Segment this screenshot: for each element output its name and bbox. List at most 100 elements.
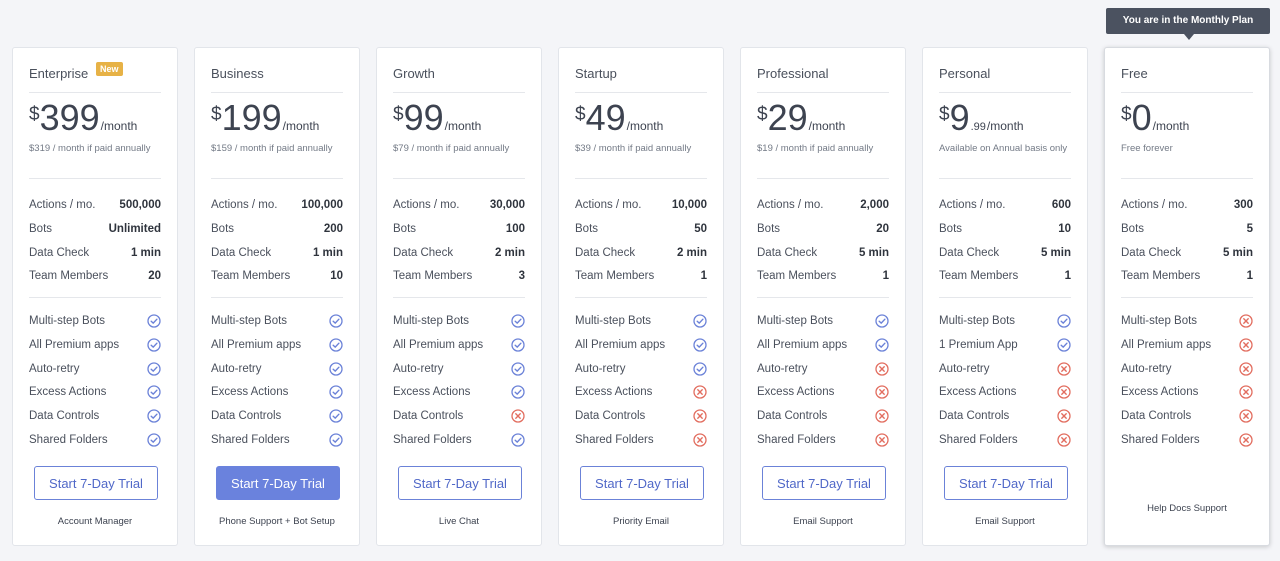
feature-label: Multi-step Bots	[575, 315, 652, 327]
support-level: Help Docs Support	[1147, 503, 1227, 514]
support-level: Account Manager	[57, 516, 133, 527]
feature-row: Multi-step Bots	[393, 313, 525, 329]
divider	[29, 92, 161, 93]
stat-row-actions: Actions / mo. 30,000	[393, 197, 525, 213]
start-trial-button[interactable]: Start 7-Day Trial	[34, 466, 158, 500]
check-circle-icon	[693, 362, 707, 376]
price-note: Free forever	[1121, 143, 1173, 154]
check-circle-icon	[511, 385, 525, 399]
feature-label: Auto-retry	[393, 363, 444, 375]
divider	[211, 92, 343, 93]
price-note: $79 / month if paid annually	[393, 143, 510, 154]
feature-label: Auto-retry	[757, 363, 808, 375]
x-circle-icon	[1057, 409, 1071, 423]
start-trial-button[interactable]: Start 7-Day Trial	[762, 466, 886, 500]
feature-label: Auto-retry	[211, 363, 262, 375]
currency-symbol: $	[1121, 104, 1132, 125]
stat-row-actions: Actions / mo. 500,000	[29, 197, 161, 213]
x-circle-icon	[1239, 409, 1253, 423]
feature-label: Multi-step Bots	[757, 315, 834, 327]
check-circle-icon	[147, 314, 161, 328]
price-amount: 49	[585, 97, 626, 138]
stat-value: 200	[323, 223, 343, 235]
stat-row-bots: Bots Unlimited	[29, 221, 161, 237]
feature-label: Data Controls	[757, 410, 828, 422]
feature-label: All Premium apps	[575, 339, 666, 351]
divider	[757, 92, 889, 93]
x-circle-icon	[1057, 362, 1071, 376]
stat-label: Team Members	[1121, 270, 1201, 282]
stat-value: 50	[694, 223, 707, 235]
stat-label: Actions / mo.	[575, 199, 642, 211]
start-trial-button[interactable]: Start 7-Day Trial	[398, 466, 522, 500]
stat-label: Team Members	[757, 270, 837, 282]
price-period: /month	[444, 119, 482, 133]
check-circle-icon	[147, 362, 161, 376]
price-note: Available on Annual basis only	[939, 143, 1068, 154]
plan-price: $199/month	[211, 98, 319, 138]
stat-value: 100,000	[301, 199, 343, 211]
x-circle-icon	[1239, 385, 1253, 399]
start-trial-button[interactable]: Start 7-Day Trial	[944, 466, 1068, 500]
check-circle-icon	[147, 385, 161, 399]
stat-label: Actions / mo.	[1121, 199, 1188, 211]
stat-row-team: Team Members 1	[939, 268, 1071, 284]
feature-row: Data Controls	[211, 408, 343, 424]
plan-card-professional: Professional $29/month $19 / month if paid…	[740, 47, 906, 546]
feature-row: All Premium apps	[1121, 337, 1253, 353]
feature-label: Data Controls	[211, 410, 282, 422]
feature-label: Excess Actions	[575, 386, 653, 398]
feature-label: 1 Premium App	[939, 339, 1018, 351]
feature-row: Auto-retry	[211, 361, 343, 377]
x-circle-icon	[1239, 314, 1253, 328]
stat-row-bots: Bots 10	[939, 221, 1071, 237]
feature-row: Shared Folders	[575, 432, 707, 448]
x-circle-icon	[875, 433, 889, 447]
stat-value: 5 min	[858, 247, 889, 259]
x-circle-icon	[693, 409, 707, 423]
divider	[939, 178, 1071, 179]
feature-row: Auto-retry	[757, 361, 889, 377]
stat-row-bots: Bots 20	[757, 221, 889, 237]
check-circle-icon	[875, 314, 889, 328]
start-trial-button[interactable]: Start 7-Day Trial	[580, 466, 704, 500]
divider	[29, 297, 161, 298]
feature-row: All Premium apps	[393, 337, 525, 353]
feature-row: Data Controls	[393, 408, 525, 424]
stat-label: Data Check	[211, 247, 272, 259]
plan-card-enterprise: Enterprise New $399/month $319 / month if p…	[12, 47, 178, 546]
plan-card-growth: Growth $99/month $79 / month if paid annua…	[376, 47, 542, 546]
stat-label: Actions / mo.	[939, 199, 1006, 211]
stat-value: 1 min	[312, 247, 343, 259]
check-circle-icon	[329, 314, 343, 328]
feature-row: Excess Actions	[393, 384, 525, 400]
feature-label: Data Controls	[1121, 410, 1192, 422]
feature-row: Data Controls	[29, 408, 161, 424]
start-trial-button[interactable]: Start 7-Day Trial	[216, 466, 340, 500]
feature-label: Data Controls	[939, 410, 1010, 422]
support-level: Live Chat	[438, 516, 480, 527]
price-note: $39 / month if paid annually	[575, 143, 692, 154]
divider	[1121, 92, 1253, 93]
currency-symbol: $	[575, 104, 586, 125]
x-circle-icon	[1057, 433, 1071, 447]
stat-label: Team Members	[29, 270, 109, 282]
feature-label: Shared Folders	[757, 434, 836, 446]
check-circle-icon	[147, 433, 161, 447]
feature-label: Shared Folders	[211, 434, 290, 446]
stat-row-team: Team Members 1	[757, 268, 889, 284]
feature-label: Excess Actions	[757, 386, 835, 398]
plan-card-business: Business $199/month $159 / month if paid a…	[194, 47, 360, 546]
price-period: /month	[1152, 119, 1190, 133]
price-period: /month	[626, 119, 664, 133]
divider	[1121, 178, 1253, 179]
feature-row: Shared Folders	[211, 432, 343, 448]
stat-row-team: Team Members 3	[393, 268, 525, 284]
x-circle-icon	[511, 409, 525, 423]
plan-name: Business	[211, 66, 264, 81]
feature-row: Data Controls	[939, 408, 1071, 424]
stat-row-data-check: Data Check 2 min	[575, 245, 707, 261]
x-circle-icon	[693, 433, 707, 447]
divider	[1121, 297, 1253, 298]
feature-label: Auto-retry	[939, 363, 990, 375]
